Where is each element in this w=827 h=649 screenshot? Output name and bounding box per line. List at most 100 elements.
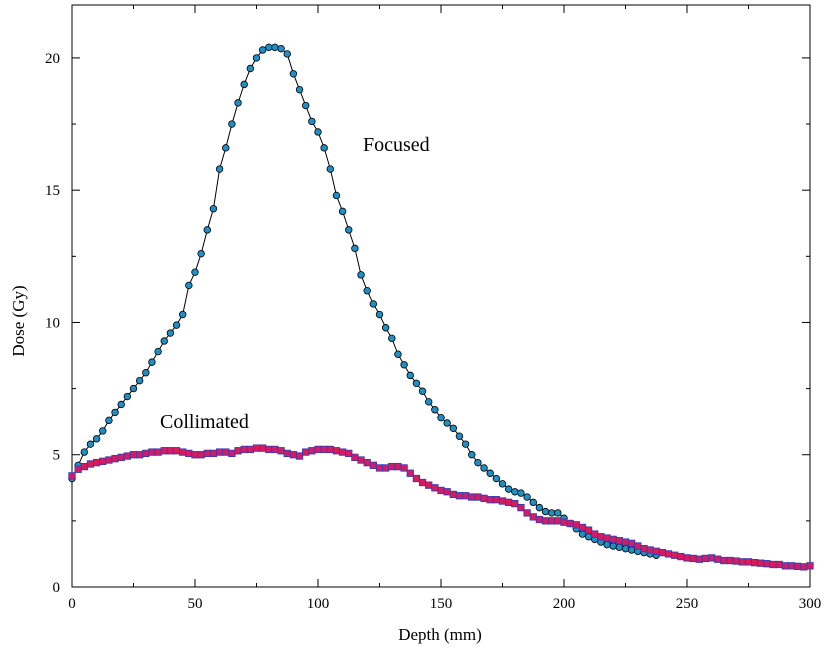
- data-point-collimated: [548, 517, 556, 525]
- data-point-collimated: [486, 496, 494, 504]
- data-point-focused: [480, 464, 488, 472]
- x-tick-label: 250: [676, 596, 699, 612]
- data-point-focused: [197, 249, 205, 258]
- data-point-collimated: [443, 488, 451, 496]
- data-point-collimated: [283, 449, 291, 458]
- data-point-collimated: [806, 562, 814, 570]
- data-point-collimated: [388, 462, 396, 471]
- data-point-focused: [314, 128, 322, 136]
- data-point-collimated: [751, 559, 759, 567]
- data-point-collimated: [382, 464, 390, 472]
- x-tick-label: 0: [68, 596, 76, 612]
- data-point-focused: [381, 324, 390, 332]
- data-point-focused: [203, 226, 211, 234]
- data-point-collimated: [461, 492, 470, 500]
- data-point-collimated: [166, 447, 175, 455]
- data-point-collimated: [302, 448, 310, 456]
- data-point-collimated: [658, 548, 667, 557]
- data-point-collimated: [517, 503, 525, 512]
- data-point-focused: [394, 350, 402, 358]
- data-point-focused: [265, 43, 273, 52]
- data-point-collimated: [775, 560, 783, 569]
- data-point-collimated: [714, 555, 722, 563]
- data-point-collimated: [295, 452, 304, 460]
- data-point-focused: [326, 165, 334, 173]
- annotation-collimated: Collimated: [160, 411, 249, 433]
- data-point-collimated: [332, 447, 341, 455]
- series-collimated: [68, 444, 814, 571]
- data-point-collimated: [720, 556, 728, 565]
- data-point-collimated: [148, 448, 156, 456]
- x-tick-label: 300: [799, 596, 822, 612]
- data-point-collimated: [615, 537, 624, 545]
- data-point-collimated: [142, 449, 150, 458]
- data-point-collimated: [74, 465, 82, 473]
- data-point-focused: [363, 287, 371, 295]
- data-point-collimated: [338, 448, 347, 456]
- data-point-focused: [302, 101, 310, 110]
- data-point-focused: [400, 361, 408, 369]
- data-point-collimated: [671, 551, 679, 559]
- data-point-collimated: [394, 462, 402, 471]
- data-point-focused: [369, 300, 378, 308]
- data-point-collimated: [781, 562, 790, 570]
- data-point-collimated: [572, 521, 580, 529]
- data-point-focused: [283, 50, 291, 58]
- data-point-focused: [142, 369, 150, 377]
- data-point-collimated: [707, 554, 716, 562]
- data-point-collimated: [369, 461, 377, 469]
- data-point-collimated: [92, 459, 101, 467]
- data-point-collimated: [449, 490, 457, 499]
- data-point-focused: [129, 384, 138, 393]
- data-point-focused: [123, 392, 132, 401]
- data-point-focused: [406, 371, 414, 380]
- data-point-collimated: [800, 563, 808, 571]
- data-point-focused: [86, 440, 95, 448]
- data-point-focused: [425, 398, 433, 406]
- data-point-collimated: [511, 500, 519, 508]
- data-point-focused: [461, 440, 470, 448]
- data-point-collimated: [523, 509, 531, 517]
- data-point-collimated: [345, 449, 353, 458]
- data-point-focused: [172, 321, 181, 329]
- data-point-collimated: [185, 449, 193, 458]
- data-point-collimated: [480, 494, 488, 503]
- data-point-collimated: [209, 449, 218, 458]
- data-point-collimated: [203, 449, 211, 458]
- data-point-collimated: [431, 484, 439, 492]
- data-point-focused: [621, 544, 630, 553]
- data-point-collimated: [535, 515, 544, 524]
- series-line-collimated: [71, 447, 811, 568]
- x-tick-label: 150: [430, 596, 453, 612]
- data-point-focused: [548, 509, 556, 517]
- data-point-collimated: [757, 559, 765, 567]
- data-point-collimated: [652, 547, 660, 555]
- y-axis-label: Dose (Gy): [9, 285, 28, 356]
- data-point-focused: [474, 458, 482, 467]
- data-point-focused: [92, 435, 101, 443]
- data-point-collimated: [560, 518, 568, 526]
- data-point-collimated: [406, 469, 414, 477]
- data-point-focused: [492, 474, 501, 483]
- data-point-focused: [418, 387, 427, 395]
- data-point-collimated: [505, 498, 513, 506]
- y-tick-label: 0: [53, 580, 61, 596]
- data-point-collimated: [351, 453, 359, 462]
- plot-frame: [71, 4, 811, 588]
- data-point-collimated: [468, 493, 476, 501]
- data-point-collimated: [492, 496, 500, 504]
- annotation-focused: Focused: [363, 134, 430, 156]
- data-point-focused: [388, 334, 396, 343]
- data-point-collimated: [154, 448, 162, 456]
- data-point-collimated: [400, 464, 408, 472]
- data-point-collimated: [99, 457, 107, 465]
- data-point-collimated: [179, 448, 187, 456]
- series-line-focused: [71, 46, 657, 556]
- data-point-collimated: [320, 445, 328, 454]
- data-point-collimated: [695, 555, 703, 563]
- data-point-collimated: [375, 464, 384, 472]
- data-point-focused: [166, 329, 175, 337]
- data-point-focused: [271, 43, 279, 52]
- data-point-focused: [498, 480, 507, 488]
